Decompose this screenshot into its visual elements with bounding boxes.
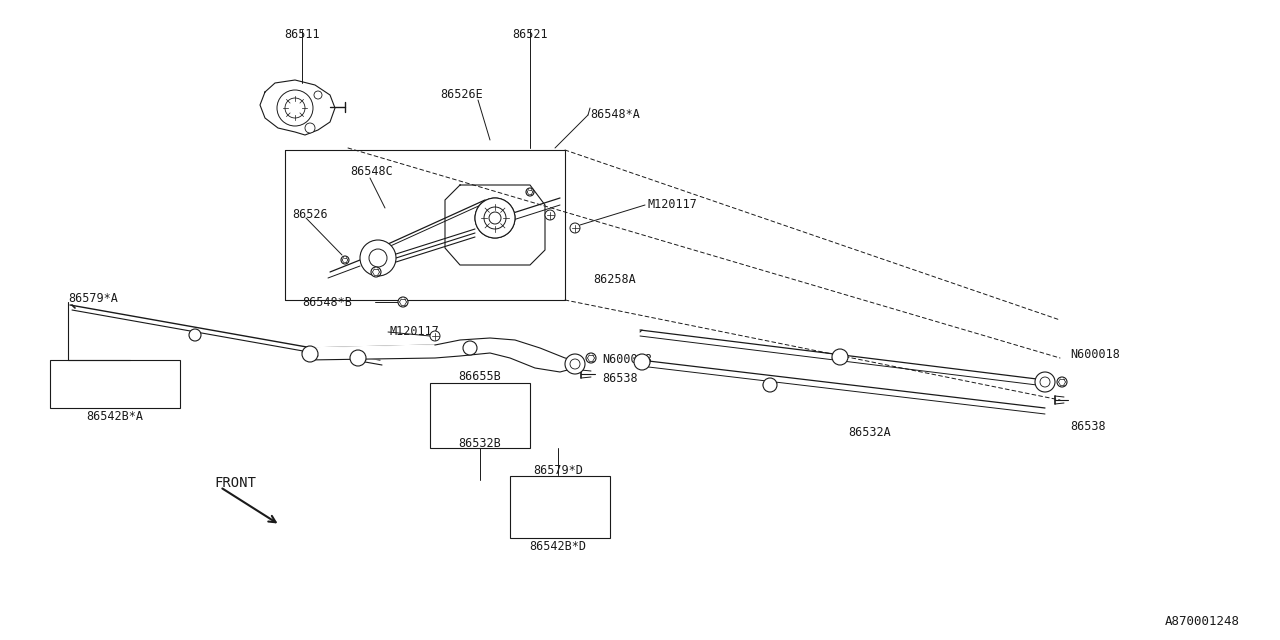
Text: 86579*D: 86579*D: [532, 464, 582, 477]
Text: 86258A: 86258A: [593, 273, 636, 286]
Circle shape: [314, 91, 323, 99]
Text: 86532B: 86532B: [458, 437, 502, 450]
Text: 86655B: 86655B: [458, 370, 502, 383]
Text: 86538: 86538: [602, 372, 637, 385]
Text: 86532A: 86532A: [849, 426, 891, 439]
Circle shape: [1036, 372, 1055, 392]
Circle shape: [398, 297, 408, 307]
Circle shape: [349, 350, 366, 366]
Text: FRONT: FRONT: [214, 476, 256, 490]
Circle shape: [340, 256, 349, 264]
Circle shape: [189, 329, 201, 341]
Circle shape: [305, 123, 315, 133]
Circle shape: [475, 198, 515, 238]
Text: 86511: 86511: [284, 28, 320, 41]
Text: N600018: N600018: [1070, 348, 1120, 361]
Text: 86548C: 86548C: [349, 165, 393, 178]
Text: 86548*A: 86548*A: [590, 108, 640, 121]
Text: 86579*A: 86579*A: [68, 292, 118, 305]
Text: 86521: 86521: [512, 28, 548, 41]
Text: A870001248: A870001248: [1165, 615, 1240, 628]
Circle shape: [475, 198, 515, 238]
Circle shape: [570, 223, 580, 233]
Circle shape: [526, 188, 534, 196]
Circle shape: [832, 349, 849, 365]
Circle shape: [302, 346, 317, 362]
Circle shape: [634, 354, 650, 370]
Circle shape: [371, 267, 381, 277]
Circle shape: [360, 240, 396, 276]
Polygon shape: [260, 80, 335, 135]
Circle shape: [763, 378, 777, 392]
Circle shape: [564, 354, 585, 374]
Circle shape: [586, 353, 596, 363]
Text: M120117: M120117: [390, 325, 440, 338]
Text: 86542B*D: 86542B*D: [530, 540, 586, 553]
Circle shape: [430, 331, 440, 341]
Circle shape: [1057, 377, 1068, 387]
Text: 86538: 86538: [1070, 420, 1106, 433]
Polygon shape: [305, 338, 575, 372]
Text: M120117: M120117: [648, 198, 698, 211]
Circle shape: [463, 341, 477, 355]
Circle shape: [484, 207, 506, 229]
Text: 86526: 86526: [292, 208, 328, 221]
Text: N600018: N600018: [602, 353, 652, 366]
Circle shape: [489, 212, 500, 224]
Text: 86542B*A: 86542B*A: [87, 410, 143, 423]
Text: 86526E: 86526E: [440, 88, 484, 101]
Text: 86548*B: 86548*B: [302, 296, 352, 309]
Polygon shape: [445, 185, 545, 265]
Circle shape: [545, 210, 556, 220]
